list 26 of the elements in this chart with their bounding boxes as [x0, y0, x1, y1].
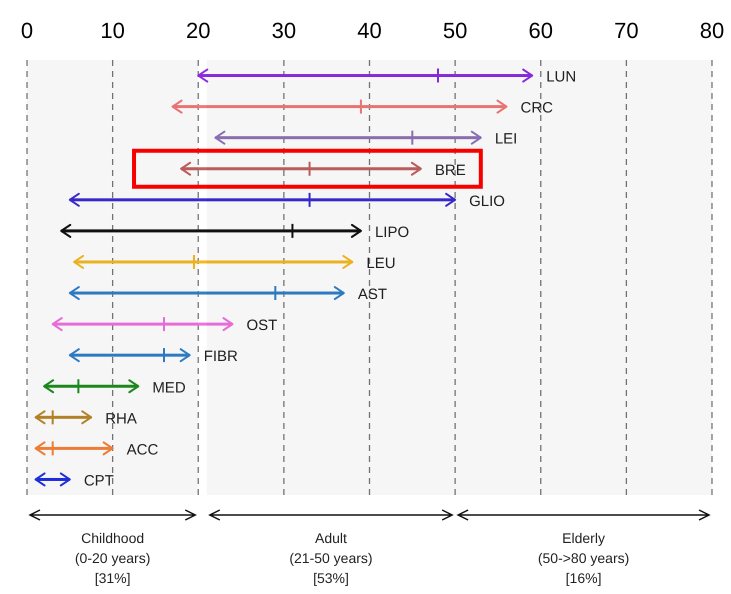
y-tick-label: MED — [152, 379, 186, 396]
y-tick-label: BRE — [434, 162, 466, 179]
band-label: Adult (21-50 years) [53%] — [289, 530, 373, 586]
x-tick-label: 40 — [357, 18, 382, 43]
x-tick-label: 20 — [186, 18, 210, 43]
y-tick-label: LEU — [366, 254, 396, 272]
y-tick-label: RHA — [105, 410, 137, 428]
y-tick-label: LIPO — [374, 224, 410, 241]
y-tick-label: CPT — [84, 472, 114, 490]
x-tick-label: 50 — [442, 18, 468, 43]
y-tick-label: GLIO — [469, 192, 505, 210]
y-tick-label: CRC — [520, 100, 554, 117]
x-tick-label: 60 — [528, 18, 553, 43]
band-label: Childhood (0-20 years) [31%] — [74, 530, 150, 586]
y-tick-label: ACC — [126, 441, 158, 458]
x-tick-label: 80 — [700, 18, 724, 43]
y-tick-label: LEI — [494, 130, 518, 148]
y-tick-label: LUN — [546, 68, 576, 86]
x-tick-label: 70 — [614, 18, 639, 43]
band-label: Elderly (50->80 years) [16%] — [538, 530, 630, 586]
y-tick-label: OST — [246, 317, 278, 334]
y-tick-label: AST — [358, 286, 387, 304]
y-tick-label: FIBR — [204, 348, 238, 366]
x-tick-label: 10 — [100, 18, 125, 43]
x-tick-label: 30 — [272, 18, 296, 43]
x-tick-label: 0 — [20, 18, 34, 43]
